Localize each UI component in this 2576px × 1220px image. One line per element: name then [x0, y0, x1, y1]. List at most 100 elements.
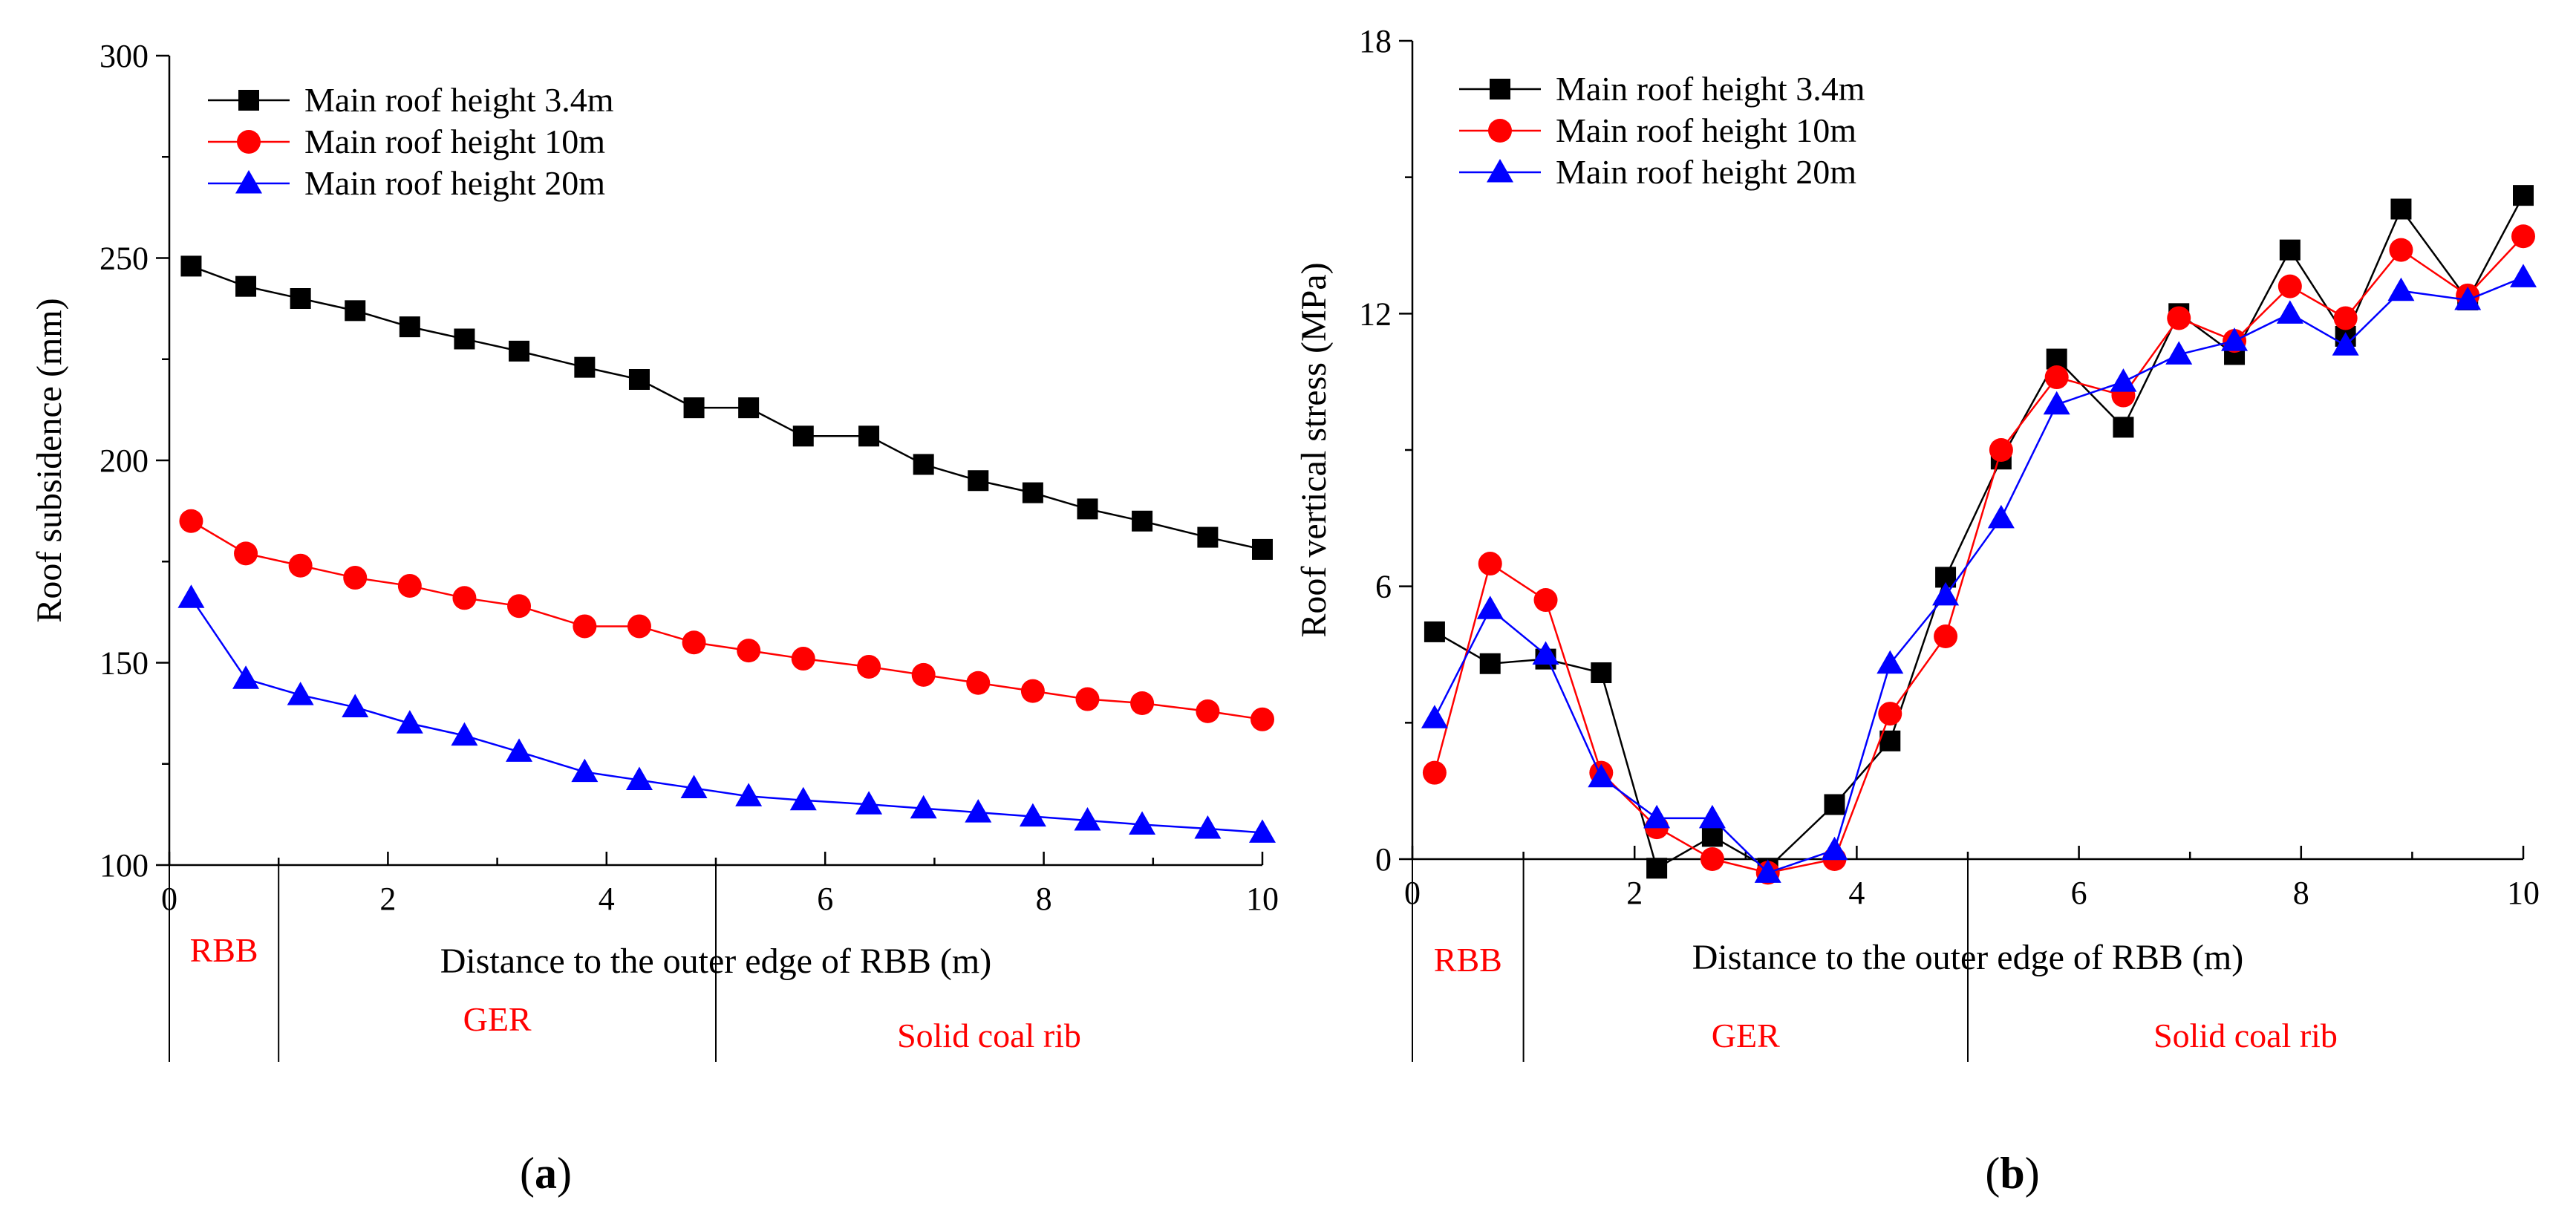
data-point-series-3: [1876, 650, 1904, 674]
y-tick-label: 6: [1375, 569, 1392, 605]
data-point-series-1: [2279, 239, 2301, 261]
data-point-series-2: [1989, 438, 2013, 462]
region-label-solid-coal-rib: Solid coal rib: [897, 1017, 1081, 1054]
data-point-series-3: [910, 795, 937, 819]
data-point-series-2: [507, 594, 532, 619]
legend-label-1: Main roof height 3.4m: [1556, 70, 1865, 108]
data-point-series-3: [680, 774, 708, 798]
data-point-series-2: [966, 671, 991, 695]
data-point-series-2: [2277, 274, 2302, 299]
panel-label: (a): [520, 1149, 572, 1198]
data-point-series-2: [627, 614, 651, 639]
legend-label-3: Main roof height 20m: [304, 164, 605, 202]
data-point-series-3: [625, 766, 653, 791]
region-label-ger: GER: [463, 1000, 532, 1038]
y-tick-label: 18: [1359, 23, 1392, 59]
region-label-rbb: RBB: [1434, 941, 1502, 979]
data-point-series-3: [1019, 803, 1046, 827]
data-point-series-1: [2513, 185, 2534, 206]
data-point-series-3: [1249, 819, 1276, 843]
data-point-series-3: [1821, 836, 1848, 861]
data-point-series-2: [1130, 691, 1155, 715]
data-point-series-1: [1424, 621, 1445, 642]
region-label-rbb: RBB: [190, 931, 258, 969]
data-point-series-3: [735, 783, 763, 806]
y-tick-label: 300: [100, 38, 149, 74]
data-point-series-2: [288, 553, 313, 578]
data-point-series-1: [290, 288, 311, 309]
data-point-series-3: [1643, 804, 1671, 829]
data-point-series-1: [574, 356, 596, 378]
data-point-series-3: [1754, 859, 1781, 883]
x-tick-label: 2: [379, 881, 396, 917]
y-tick-label: 250: [100, 241, 149, 277]
data-point-series-2: [737, 639, 761, 663]
data-point-series-3: [1476, 596, 1504, 619]
legend-marker-2: [1488, 119, 1512, 143]
data-point-series-3: [2454, 286, 2482, 310]
x-tick-label: 4: [1848, 875, 1865, 911]
data-point-series-1: [1646, 858, 1668, 879]
data-point-series-2: [1478, 552, 1502, 576]
legend-marker-2: [237, 130, 261, 154]
series-line-2: [190, 520, 1263, 721]
data-point-series-1: [2113, 417, 2134, 438]
data-point-series-2: [1934, 624, 1958, 649]
data-point-series-2: [1422, 760, 1447, 785]
data-point-series-3: [1987, 504, 2015, 529]
data-point-series-1: [1197, 526, 1219, 548]
y-axis-title: Roof vertical stress (MPa): [1294, 262, 1334, 637]
data-point-series-3: [1532, 641, 1559, 665]
data-point-series-1: [968, 470, 989, 492]
data-point-series-3: [287, 682, 314, 705]
data-point-series-2: [2389, 238, 2413, 262]
data-point-series-2: [343, 566, 368, 590]
legend-label-2: Main roof height 10m: [1556, 111, 1856, 149]
legend-label-2: Main roof height 10m: [304, 123, 605, 160]
data-point-series-3: [2276, 300, 2303, 324]
data-point-series-3: [2165, 341, 2193, 365]
data-point-series-1: [235, 275, 257, 297]
data-point-series-1: [628, 369, 650, 390]
y-tick-label: 150: [100, 645, 149, 682]
data-point-series-3: [177, 584, 205, 608]
legend-label-1: Main roof height 3.4m: [304, 81, 614, 119]
data-point-series-3: [2510, 264, 2537, 287]
data-point-series-3: [2110, 368, 2137, 392]
x-tick-label: 8: [2293, 875, 2309, 911]
data-point-series-1: [1077, 498, 1098, 520]
data-point-series-3: [342, 694, 369, 717]
data-point-series-2: [452, 586, 477, 610]
data-point-series-2: [857, 654, 881, 679]
data-point-series-3: [1421, 705, 1448, 728]
data-point-series-2: [911, 662, 936, 687]
data-point-series-1: [792, 425, 814, 447]
data-point-series-3: [2332, 332, 2359, 356]
data-point-series-2: [1700, 847, 1724, 871]
x-tick-label: 6: [2071, 875, 2087, 911]
data-point-series-2: [1250, 707, 1274, 731]
data-point-series-3: [451, 722, 478, 746]
x-tick-label: 6: [817, 881, 833, 917]
data-point-series-1: [454, 328, 475, 350]
data-point-series-2: [2333, 306, 2358, 330]
data-point-series-3: [2221, 327, 2249, 351]
panel-label: (b): [1985, 1149, 2039, 1198]
data-point-series-1: [913, 454, 934, 475]
data-point-series-1: [1824, 794, 1845, 815]
data-point-series-1: [509, 340, 530, 362]
y-tick-label: 0: [1375, 841, 1392, 878]
region-label-solid-coal-rib: Solid coal rib: [2153, 1017, 2338, 1054]
data-point-series-3: [1074, 807, 1101, 831]
data-point-series-2: [234, 541, 258, 566]
data-point-series-3: [789, 786, 817, 811]
data-point-series-3: [1932, 581, 1960, 606]
data-point-series-2: [1196, 699, 1220, 723]
y-tick-label: 100: [100, 847, 149, 884]
data-point-series-2: [2511, 224, 2535, 249]
x-tick-label: 10: [1246, 881, 1279, 917]
x-tick-label: 8: [1036, 881, 1052, 917]
data-point-series-2: [791, 647, 815, 671]
